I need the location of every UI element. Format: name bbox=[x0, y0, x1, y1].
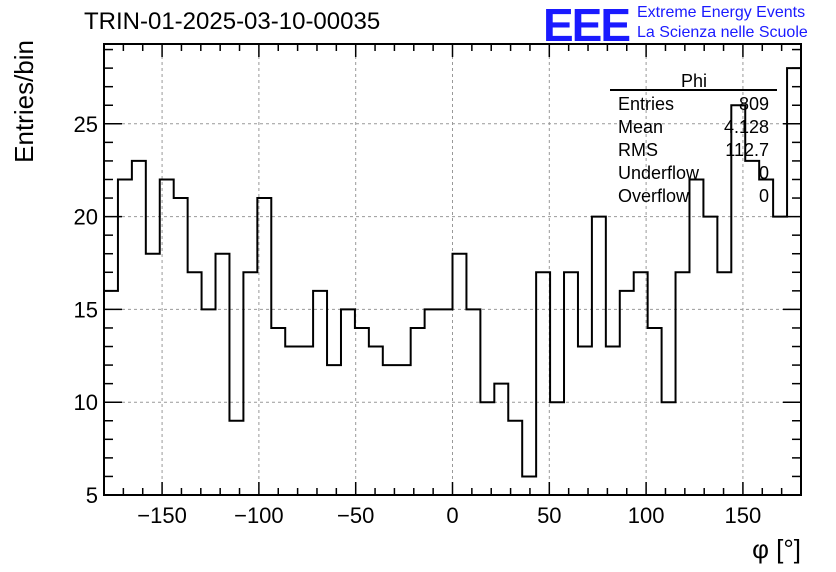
stats-row-label: Overflow bbox=[618, 186, 690, 206]
y-tick-labels: 5 10 15 20 25 bbox=[74, 112, 98, 508]
y-axis-title: Entries/bin bbox=[9, 40, 39, 163]
x-tick-label: −50 bbox=[337, 503, 374, 528]
stats-row-value: 0 bbox=[759, 186, 769, 206]
x-axis-title: φ [°] bbox=[752, 534, 801, 564]
x-tick-label: −100 bbox=[234, 503, 284, 528]
stats-box: Phi Entries 809 Mean 4.128 RMS 112.7 Underflow… bbox=[610, 71, 777, 206]
chart-title: TRIN-01-2025-03-10-00035 bbox=[84, 8, 381, 35]
y-tick-label: 20 bbox=[74, 205, 98, 230]
stats-row-value: 4.128 bbox=[724, 117, 769, 137]
stats-row-value: 809 bbox=[739, 94, 769, 114]
histogram-step-line bbox=[103, 67, 802, 495]
eee-logo-mark: EEE bbox=[543, 0, 631, 51]
stats-box-title: Phi bbox=[681, 71, 707, 91]
stats-row-label: Mean bbox=[618, 117, 663, 137]
x-tick-label: 50 bbox=[537, 503, 561, 528]
y-tick-label: 10 bbox=[74, 390, 98, 415]
x-tick-labels: −150 −100 −50 0 50 100 150 bbox=[137, 503, 761, 528]
logo-text-line-2: La Scienza nelle Scuole bbox=[637, 24, 808, 41]
stats-row-value: 112.7 bbox=[725, 140, 769, 160]
stats-row-value: 0 bbox=[759, 163, 769, 183]
x-tick-label: 100 bbox=[628, 503, 665, 528]
stats-row-label: Underflow bbox=[618, 163, 700, 183]
y-tick-label: 15 bbox=[74, 297, 98, 322]
plot-frame bbox=[103, 43, 802, 496]
x-tick-label: 0 bbox=[446, 503, 458, 528]
stats-row-label: RMS bbox=[618, 140, 658, 160]
y-tick-label: 25 bbox=[74, 112, 98, 137]
x-tick-label: −150 bbox=[137, 503, 187, 528]
logo-text-line-1: Extreme Energy Events bbox=[637, 4, 806, 21]
y-tick-label: 5 bbox=[86, 483, 98, 508]
x-tick-label: 150 bbox=[725, 503, 762, 528]
stats-row-label: Entries bbox=[618, 94, 674, 114]
